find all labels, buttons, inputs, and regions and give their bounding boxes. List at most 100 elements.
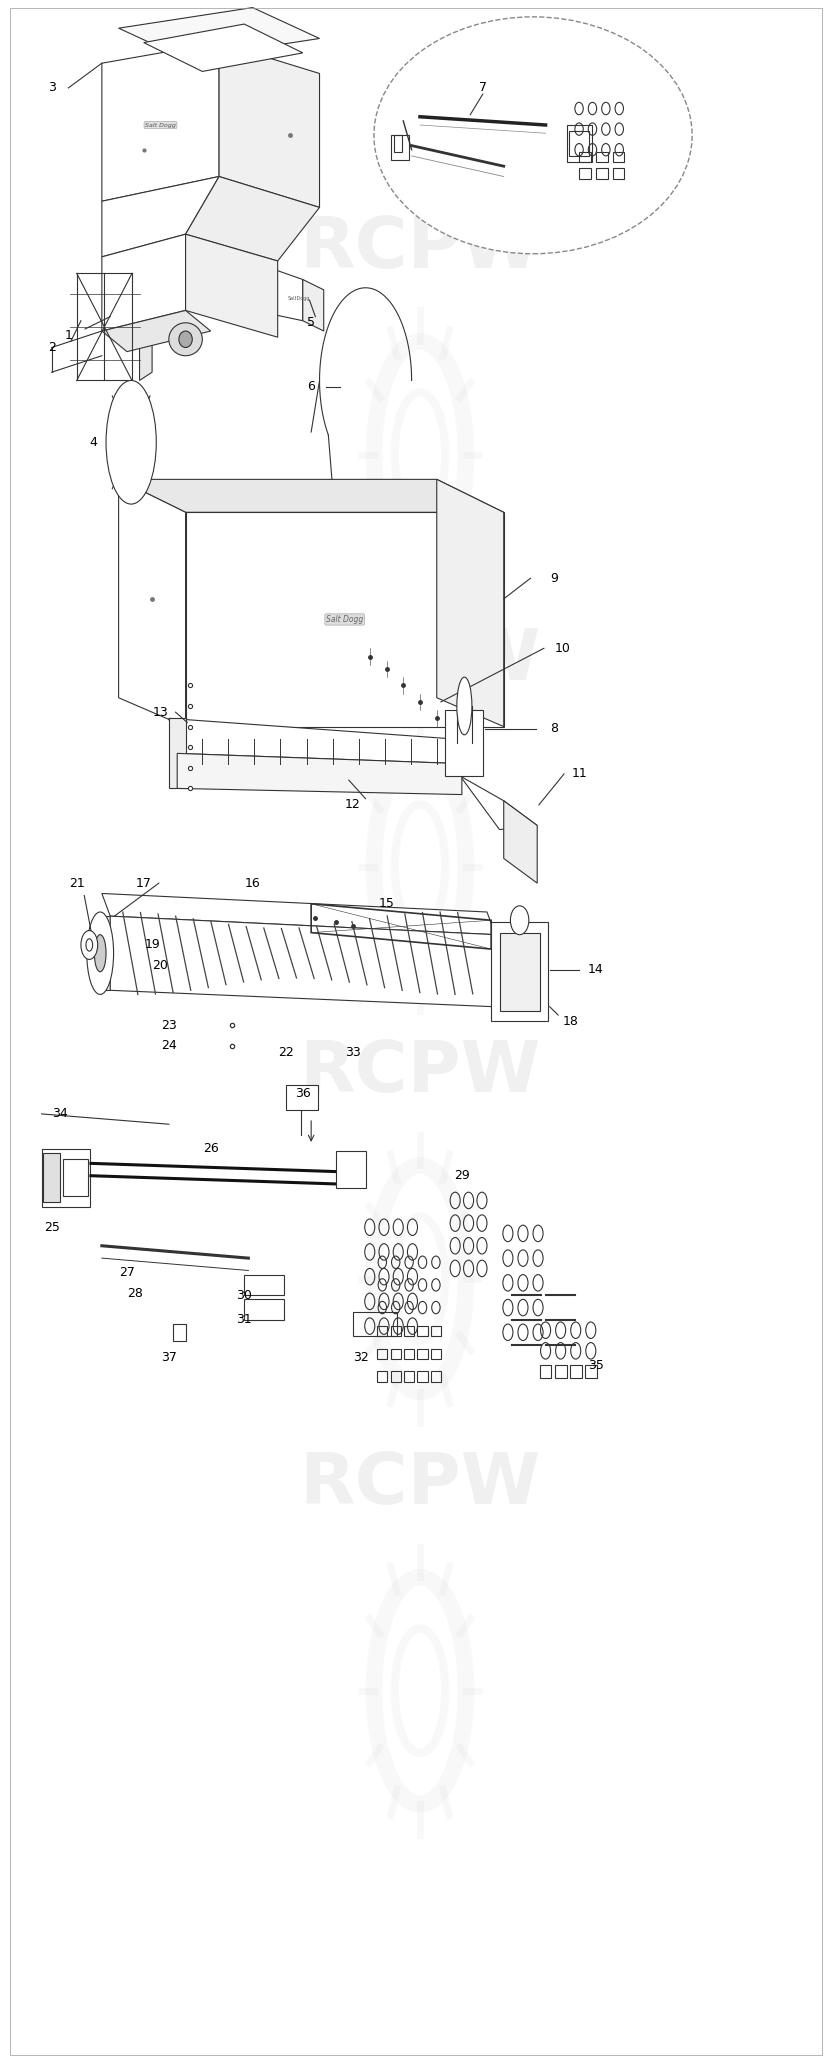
Text: 35: 35 xyxy=(588,1360,604,1372)
Ellipse shape xyxy=(169,322,202,355)
Polygon shape xyxy=(504,800,538,883)
Bar xyxy=(585,1366,596,1378)
Text: 14: 14 xyxy=(588,963,604,976)
Polygon shape xyxy=(102,43,219,202)
Bar xyxy=(431,1349,441,1360)
Text: 37: 37 xyxy=(161,1351,176,1364)
Text: 8: 8 xyxy=(550,722,558,734)
Text: 15: 15 xyxy=(379,897,395,910)
Text: Salt Dogg: Salt Dogg xyxy=(145,122,176,128)
Bar xyxy=(596,153,607,163)
Polygon shape xyxy=(118,479,186,726)
Text: 28: 28 xyxy=(128,1287,144,1300)
Text: 26: 26 xyxy=(202,1143,218,1155)
Text: 22: 22 xyxy=(278,1046,294,1058)
Bar xyxy=(579,169,591,179)
Bar xyxy=(62,1159,87,1197)
Text: 4: 4 xyxy=(90,435,97,450)
Ellipse shape xyxy=(87,912,113,994)
Bar xyxy=(43,1153,60,1203)
Ellipse shape xyxy=(94,935,106,972)
Ellipse shape xyxy=(179,330,192,347)
Bar xyxy=(377,1372,387,1382)
Text: 29: 29 xyxy=(454,1170,470,1182)
Polygon shape xyxy=(219,43,319,208)
Text: 24: 24 xyxy=(161,1040,176,1052)
Bar xyxy=(391,1372,401,1382)
Text: 7: 7 xyxy=(479,80,487,95)
Text: 10: 10 xyxy=(554,642,570,654)
Text: 33: 33 xyxy=(345,1046,361,1058)
Bar xyxy=(566,126,591,163)
Polygon shape xyxy=(118,8,319,60)
Polygon shape xyxy=(102,235,186,330)
Polygon shape xyxy=(186,235,278,336)
Bar xyxy=(431,1327,441,1337)
Text: 31: 31 xyxy=(236,1314,252,1327)
Polygon shape xyxy=(177,753,462,794)
Text: 20: 20 xyxy=(153,959,168,972)
Bar xyxy=(612,169,624,179)
Polygon shape xyxy=(102,893,496,935)
Text: 27: 27 xyxy=(119,1267,135,1279)
Polygon shape xyxy=(102,177,219,258)
Text: 2: 2 xyxy=(48,340,55,355)
Bar xyxy=(394,136,402,153)
Polygon shape xyxy=(102,309,211,351)
Text: 6: 6 xyxy=(307,380,315,394)
Bar xyxy=(41,1149,90,1207)
Polygon shape xyxy=(186,177,319,262)
Polygon shape xyxy=(144,25,302,72)
Polygon shape xyxy=(460,776,538,829)
Bar xyxy=(286,1085,318,1110)
Bar xyxy=(173,1324,186,1341)
Text: Salt Dogg: Salt Dogg xyxy=(326,615,363,623)
Text: RCPW: RCPW xyxy=(299,215,541,283)
Bar xyxy=(244,1275,285,1296)
Text: RCPW: RCPW xyxy=(299,1038,541,1108)
Text: 16: 16 xyxy=(244,877,260,889)
Polygon shape xyxy=(102,916,110,990)
Text: 5: 5 xyxy=(307,316,315,330)
Bar xyxy=(404,1372,414,1382)
Bar xyxy=(554,1366,566,1378)
Polygon shape xyxy=(169,718,186,788)
Bar xyxy=(579,153,591,163)
Text: 19: 19 xyxy=(144,939,160,951)
Bar xyxy=(391,136,409,161)
Polygon shape xyxy=(437,479,504,726)
Text: 3: 3 xyxy=(48,80,55,95)
Text: 11: 11 xyxy=(571,767,587,780)
Bar xyxy=(404,1327,414,1337)
Bar xyxy=(417,1349,428,1360)
Bar xyxy=(569,132,589,157)
Ellipse shape xyxy=(511,906,529,935)
Polygon shape xyxy=(110,916,496,1007)
Polygon shape xyxy=(169,718,462,763)
Text: 18: 18 xyxy=(563,1015,579,1027)
Ellipse shape xyxy=(81,930,97,959)
Bar xyxy=(417,1372,428,1382)
Bar xyxy=(417,1327,428,1337)
Bar xyxy=(377,1327,387,1337)
Ellipse shape xyxy=(374,17,692,254)
Bar xyxy=(540,1366,551,1378)
Bar xyxy=(391,1349,401,1360)
Bar xyxy=(391,1327,401,1337)
Text: 1: 1 xyxy=(65,328,72,342)
Text: RCPW: RCPW xyxy=(299,627,541,695)
Text: SaltDogg: SaltDogg xyxy=(287,295,310,301)
Polygon shape xyxy=(186,512,504,726)
Bar xyxy=(353,1312,396,1337)
Circle shape xyxy=(106,380,156,503)
Ellipse shape xyxy=(457,677,472,734)
Bar xyxy=(445,710,483,776)
Bar xyxy=(570,1366,581,1378)
Text: 17: 17 xyxy=(136,877,152,889)
Text: RCPW: RCPW xyxy=(299,1450,541,1518)
Bar xyxy=(244,1300,285,1320)
Bar xyxy=(404,1349,414,1360)
Text: 34: 34 xyxy=(52,1108,68,1120)
Bar xyxy=(500,932,540,1011)
Polygon shape xyxy=(118,479,504,512)
